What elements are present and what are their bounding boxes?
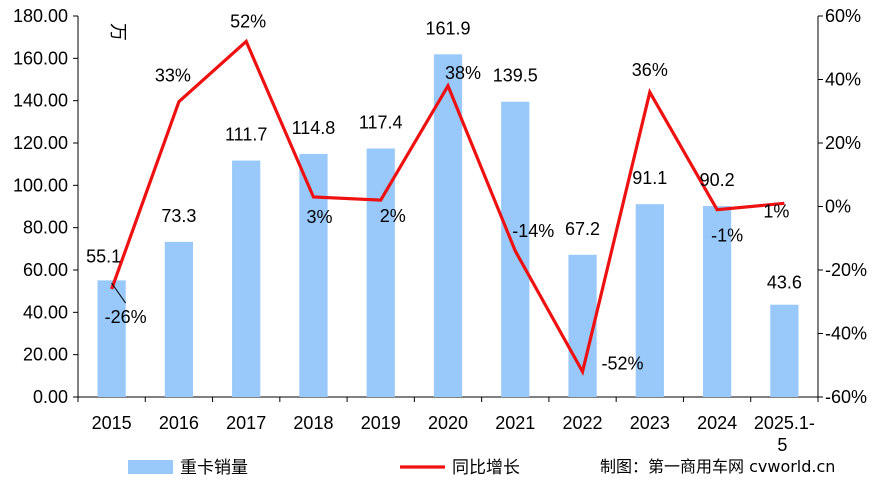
bar-value-label: 55.1 — [86, 246, 121, 266]
bar-value-label: 117.4 — [359, 113, 403, 133]
bar-value-label: 161.9 — [425, 18, 470, 38]
growth-value-label: -52% — [602, 354, 644, 374]
left-axis-unit-label: 万 — [108, 23, 128, 41]
bar-value-label: 90.2 — [700, 170, 735, 190]
left-tick-label: 160.00 — [13, 48, 68, 68]
left-tick-label: 0.00 — [33, 387, 68, 407]
bar-value-label: 43.6 — [767, 273, 802, 293]
bar-value-label: 139.5 — [493, 66, 538, 86]
legend-swatch-bar — [128, 460, 173, 474]
left-tick-label: 60.00 — [23, 260, 68, 280]
right-tick-label: -40% — [825, 324, 867, 344]
left-tick-label: 180.00 — [13, 6, 68, 26]
bar — [232, 160, 261, 397]
x-tick-label: 2021 — [495, 413, 535, 433]
left-tick-label: 120.00 — [13, 133, 68, 153]
bar — [97, 280, 126, 397]
legend-label-line: 同比增长 — [452, 458, 520, 478]
x-tick-label: 2019 — [361, 413, 401, 433]
x-tick-label: 2020 — [428, 413, 468, 433]
growth-value-label: 1% — [763, 201, 789, 221]
bar — [164, 241, 194, 397]
x-tick-label: 2018 — [293, 413, 333, 433]
x-tick-label: 2023 — [630, 413, 670, 433]
left-tick-label: 80.00 — [23, 218, 68, 238]
right-tick-label: -60% — [825, 387, 867, 407]
axes-layer: 0.00 20.00 40.00 60.00 80.00 100.00 120.00 140.… — [13, 6, 867, 455]
left-tick-label: 40.00 — [23, 302, 68, 322]
bar — [702, 206, 732, 397]
bar-value-label: 91.1 — [632, 168, 667, 188]
bar — [366, 148, 395, 397]
right-tick-label: 0% — [825, 197, 851, 217]
bar-value-label: 67.2 — [565, 219, 600, 239]
bar-value-label: 111.7 — [225, 125, 267, 145]
growth-line — [110, 38, 785, 376]
bar — [299, 154, 328, 397]
left-tick-label: 20.00 — [23, 345, 68, 365]
bar — [770, 304, 799, 397]
bar — [635, 204, 664, 397]
growth-value-label: 36% — [632, 60, 668, 80]
x-tick-label: 2016 — [159, 413, 199, 433]
x-tick-label-continued: 5 — [777, 435, 787, 455]
legend: 重卡销量 同比增长 — [128, 458, 520, 478]
source-credit: 制图：第一商用车网 cvworld.cn — [600, 457, 835, 476]
growth-value-label: 2% — [380, 206, 406, 226]
x-tick-label: 2015 — [92, 413, 132, 433]
growth-value-label: -14% — [512, 221, 554, 241]
growth-value-label: 33% — [155, 66, 191, 86]
label-leader-line — [111, 282, 127, 304]
x-tick-label: 2022 — [563, 413, 603, 433]
growth-value-label: 38% — [445, 63, 481, 83]
x-tick-label: 2017 — [226, 413, 266, 433]
right-tick-label: 40% — [825, 70, 861, 90]
bars-layer — [97, 54, 799, 397]
data-labels-layer: 55.1 73.3 111.7 114.8 117.4 161.9 139.5 67.2 91.… — [86, 11, 802, 373]
right-tick-label: 60% — [825, 6, 861, 26]
bar-value-label: 73.3 — [161, 206, 196, 226]
growth-value-label: 3% — [306, 207, 332, 227]
line-layer — [110, 38, 785, 376]
right-tick-label: 20% — [825, 133, 861, 153]
legend-label-bar: 重卡销量 — [180, 458, 248, 478]
growth-value-label: 52% — [230, 11, 266, 31]
growth-value-label: -26% — [105, 307, 147, 327]
left-tick-label: 140.00 — [13, 91, 68, 111]
growth-value-label: -1% — [711, 226, 743, 246]
x-tick-label: 2024 — [697, 413, 737, 433]
x-tick-label: 2025.1- — [754, 413, 815, 433]
bar-value-label: 114.8 — [292, 118, 336, 138]
left-tick-label: 100.00 — [13, 175, 68, 195]
right-tick-label: -20% — [825, 260, 867, 280]
